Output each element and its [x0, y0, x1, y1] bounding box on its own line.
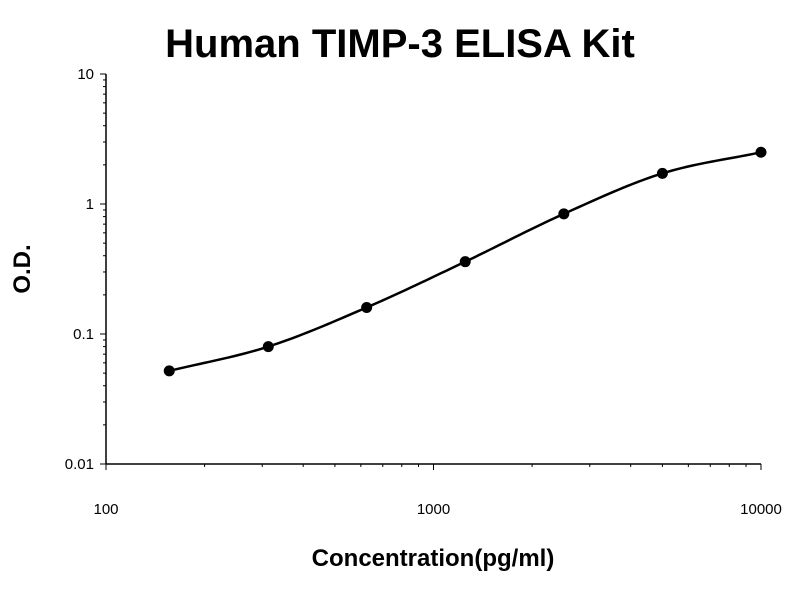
x-tick-label: 1000 — [417, 501, 450, 518]
x-tick-label: 100 — [93, 501, 118, 518]
data-point — [163, 365, 175, 377]
data-points — [163, 146, 767, 377]
x-tick-label: 10000 — [740, 501, 782, 518]
data-point — [558, 208, 570, 220]
y-tick-label: 0.01 — [65, 456, 94, 473]
y-tick-labels: 10 1 0.1 0.01 — [65, 66, 94, 473]
y-axis-label: O.D. — [9, 244, 36, 293]
x-axis-ticks — [105, 464, 762, 470]
data-point — [361, 301, 373, 313]
data-point — [755, 146, 767, 158]
chart-title: Human TIMP-3 ELISA Kit — [165, 22, 635, 66]
y-tick-label: 0.1 — [73, 326, 94, 343]
x-tick-labels: 100 1000 10000 — [93, 501, 781, 518]
data-point — [656, 167, 668, 179]
y-tick-label: 1 — [86, 196, 94, 213]
y-axis-ticks — [100, 73, 106, 465]
y-tick-label: 10 — [77, 66, 94, 83]
data-point — [459, 256, 471, 268]
data-point — [262, 341, 274, 353]
x-axis-label: Concentration(pg/ml) — [312, 545, 555, 572]
